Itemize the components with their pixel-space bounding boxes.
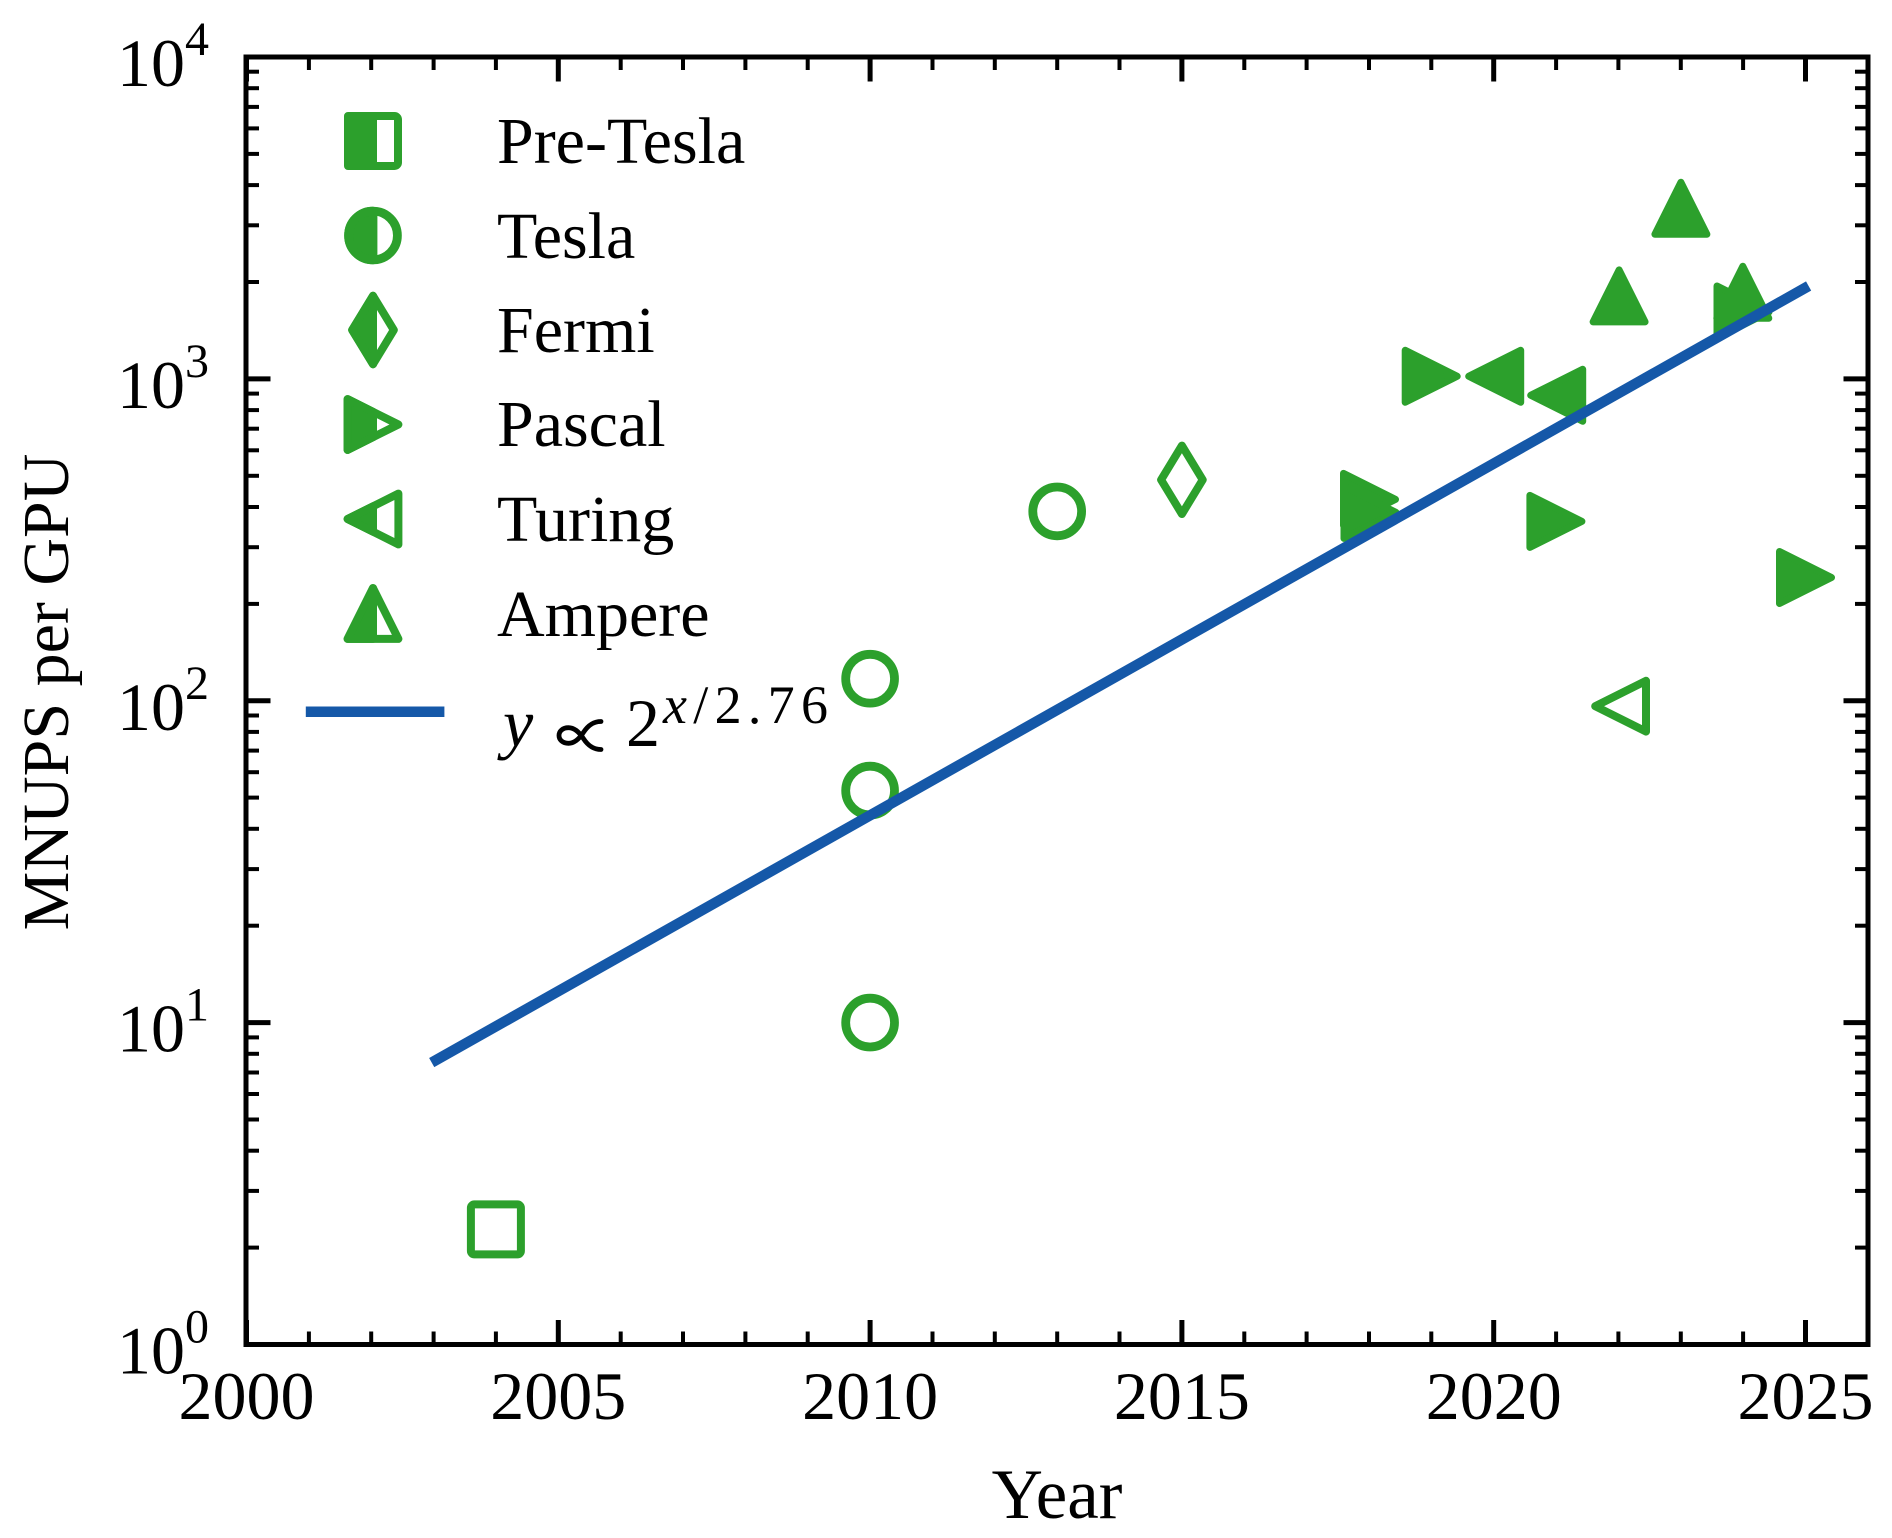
svg-text:2000: 2000: [179, 1358, 315, 1434]
svg-text:y: y: [497, 685, 534, 761]
svg-text:103: 103: [117, 335, 209, 423]
svg-text:Turing: Turing: [497, 483, 674, 556]
svg-text:2015: 2015: [1114, 1358, 1250, 1434]
svg-text:2020: 2020: [1426, 1358, 1562, 1434]
svg-text:MNUPS per GPU: MNUPS per GPU: [10, 454, 83, 931]
svg-text:2010: 2010: [802, 1358, 938, 1434]
svg-text:101: 101: [117, 979, 209, 1067]
svg-text:Fermi: Fermi: [497, 294, 655, 367]
svg-text:Pascal: Pascal: [497, 388, 666, 461]
svg-text:104: 104: [117, 13, 209, 101]
svg-text:102: 102: [117, 657, 209, 745]
svg-text:Tesla: Tesla: [497, 200, 635, 273]
svg-text:x/2.76: x/2.76: [662, 675, 834, 735]
svg-text:Ampere: Ampere: [497, 578, 710, 651]
svg-text:2: 2: [626, 685, 660, 761]
svg-text:Pre-Tesla: Pre-Tesla: [497, 105, 745, 178]
svg-text:Year: Year: [992, 1456, 1123, 1533]
svg-text:2005: 2005: [490, 1358, 626, 1434]
svg-text:2025: 2025: [1738, 1358, 1874, 1434]
